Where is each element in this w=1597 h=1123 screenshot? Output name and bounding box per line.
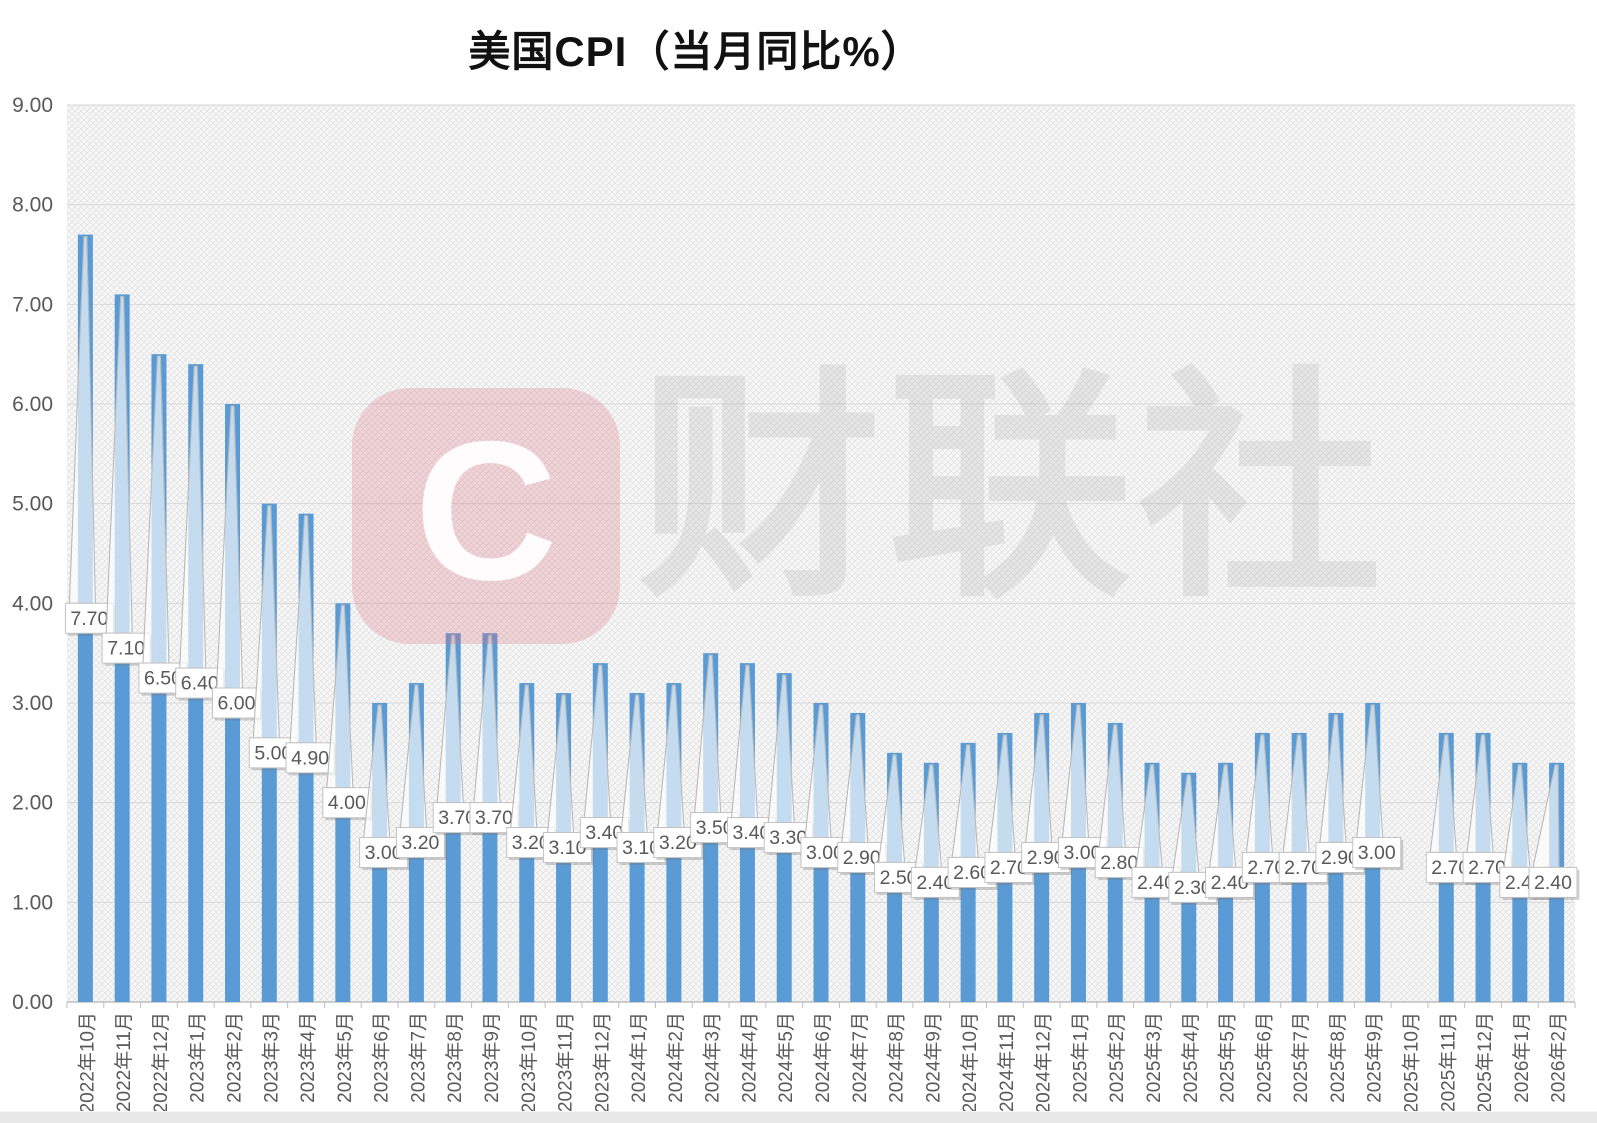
svg-text:2025年10月: 2025年10月 [1400, 1012, 1422, 1113]
svg-text:2023年7月: 2023年7月 [407, 1012, 429, 1103]
svg-text:4.90: 4.90 [291, 747, 329, 769]
svg-text:2022年11月: 2022年11月 [113, 1012, 135, 1112]
svg-text:2.40: 2.40 [916, 872, 954, 894]
svg-text:2.70: 2.70 [1468, 857, 1506, 879]
svg-text:2.00: 2.00 [12, 792, 53, 815]
svg-text:2023年6月: 2023年6月 [371, 1012, 393, 1103]
svg-text:3.30: 3.30 [769, 827, 807, 849]
svg-text:6.00: 6.00 [12, 393, 53, 416]
svg-text:2024年3月: 2024年3月 [702, 1012, 724, 1103]
svg-text:3.00: 3.00 [1063, 842, 1101, 864]
svg-text:2023年8月: 2023年8月 [444, 1012, 466, 1103]
svg-text:5.00: 5.00 [12, 493, 53, 516]
svg-text:3.70: 3.70 [438, 807, 476, 829]
svg-text:3.50: 3.50 [696, 817, 734, 839]
svg-text:2023年10月: 2023年10月 [518, 1012, 540, 1113]
svg-text:2025年3月: 2025年3月 [1143, 1012, 1165, 1103]
svg-text:2.30: 2.30 [1174, 877, 1212, 899]
svg-text:3.70: 3.70 [475, 807, 513, 829]
svg-text:2.60: 2.60 [953, 862, 991, 884]
svg-text:2.80: 2.80 [1100, 852, 1138, 874]
svg-text:2025年2月: 2025年2月 [1106, 1012, 1128, 1103]
svg-text:4.00: 4.00 [12, 592, 53, 615]
svg-text:2026年1月: 2026年1月 [1511, 1012, 1533, 1103]
svg-text:2025年1月: 2025年1月 [1069, 1012, 1091, 1103]
svg-text:7.10: 7.10 [107, 638, 145, 660]
chart-title: 美国CPI（当月同比%） [468, 28, 924, 75]
svg-text:2.90: 2.90 [843, 847, 881, 869]
svg-text:2.70: 2.70 [1284, 857, 1322, 879]
svg-text:2024年10月: 2024年10月 [959, 1012, 981, 1113]
svg-text:2022年10月: 2022年10月 [76, 1012, 98, 1113]
svg-text:2024年5月: 2024年5月 [775, 1012, 797, 1103]
svg-text:2024年2月: 2024年2月 [665, 1012, 687, 1103]
svg-text:2023年2月: 2023年2月 [224, 1012, 246, 1103]
svg-text:2022年12月: 2022年12月 [150, 1012, 172, 1113]
svg-text:3.20: 3.20 [659, 832, 697, 854]
svg-text:7.00: 7.00 [12, 293, 53, 316]
svg-text:2024年6月: 2024年6月 [812, 1012, 834, 1103]
svg-text:3.20: 3.20 [512, 832, 550, 854]
svg-text:2.40: 2.40 [1137, 872, 1175, 894]
svg-text:4.00: 4.00 [328, 792, 366, 814]
svg-text:2.70: 2.70 [1431, 857, 1469, 879]
svg-text:2026年2月: 2026年2月 [1548, 1012, 1570, 1103]
svg-text:3.00: 3.00 [365, 842, 403, 864]
svg-text:0.00: 0.00 [12, 991, 53, 1014]
svg-text:2025年6月: 2025年6月 [1253, 1012, 1275, 1103]
svg-text:2024年1月: 2024年1月 [628, 1012, 650, 1103]
svg-text:3.40: 3.40 [585, 822, 623, 844]
svg-text:6.40: 6.40 [181, 673, 219, 695]
bottom-strip [0, 1111, 1597, 1123]
svg-text:5.00: 5.00 [254, 742, 292, 764]
svg-text:3.10: 3.10 [622, 837, 660, 859]
svg-text:2025年5月: 2025年5月 [1217, 1012, 1239, 1103]
svg-text:2025年9月: 2025年9月 [1364, 1012, 1386, 1103]
svg-text:2023年9月: 2023年9月 [481, 1012, 503, 1103]
svg-text:2023年3月: 2023年3月 [260, 1012, 282, 1103]
svg-text:2025年8月: 2025年8月 [1327, 1012, 1349, 1103]
svg-text:2.40: 2.40 [1211, 872, 1249, 894]
svg-text:6.50: 6.50 [144, 668, 182, 690]
svg-text:1.00: 1.00 [12, 891, 53, 914]
svg-text:2025年4月: 2025年4月 [1180, 1012, 1202, 1103]
svg-text:2025年12月: 2025年12月 [1474, 1012, 1496, 1113]
svg-text:3.00: 3.00 [1358, 842, 1396, 864]
svg-text:2.90: 2.90 [1321, 847, 1359, 869]
svg-text:2.90: 2.90 [1027, 847, 1065, 869]
svg-text:9.00: 9.00 [12, 94, 53, 117]
svg-text:2024年4月: 2024年4月 [738, 1012, 760, 1103]
svg-text:8.00: 8.00 [12, 194, 53, 217]
svg-text:2024年12月: 2024年12月 [1033, 1012, 1055, 1113]
svg-text:2.70: 2.70 [1247, 857, 1285, 879]
svg-text:2023年5月: 2023年5月 [334, 1012, 356, 1103]
svg-text:3.10: 3.10 [549, 837, 587, 859]
svg-text:2024年9月: 2024年9月 [922, 1012, 944, 1103]
svg-text:2024年11月: 2024年11月 [996, 1012, 1018, 1112]
svg-text:2024年8月: 2024年8月 [886, 1012, 908, 1103]
svg-text:3.40: 3.40 [732, 822, 770, 844]
svg-text:3.20: 3.20 [401, 832, 439, 854]
svg-text:6.00: 6.00 [218, 693, 256, 715]
svg-text:2.40: 2.40 [1534, 872, 1572, 894]
svg-text:2.50: 2.50 [880, 867, 918, 889]
svg-text:2025年7月: 2025年7月 [1290, 1012, 1312, 1103]
svg-text:7.70: 7.70 [70, 608, 108, 630]
svg-text:3.00: 3.00 [12, 692, 53, 715]
svg-text:2023年12月: 2023年12月 [591, 1012, 613, 1113]
svg-text:2023年4月: 2023年4月 [297, 1012, 319, 1103]
svg-text:2023年1月: 2023年1月 [187, 1012, 209, 1103]
svg-text:2024年7月: 2024年7月 [849, 1012, 871, 1103]
svg-text:2.70: 2.70 [990, 857, 1028, 879]
svg-text:2025年11月: 2025年11月 [1437, 1012, 1459, 1112]
svg-text:3.00: 3.00 [806, 842, 844, 864]
svg-text:2023年11月: 2023年11月 [555, 1012, 577, 1112]
